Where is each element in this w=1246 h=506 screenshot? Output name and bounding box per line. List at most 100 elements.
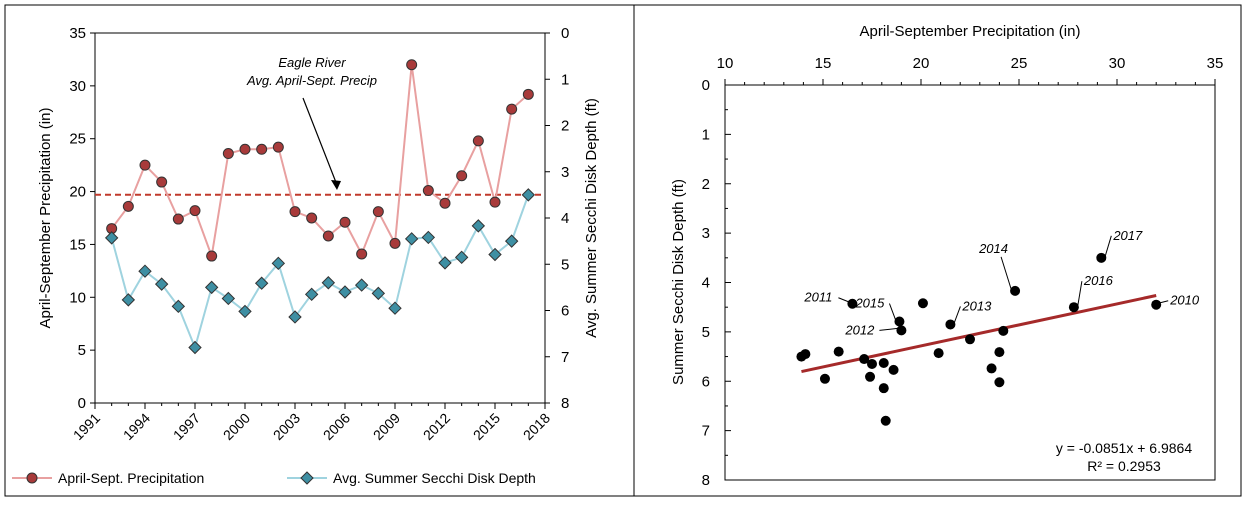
point-label-leader xyxy=(879,327,898,331)
precip-point xyxy=(206,250,218,262)
y-tick-label: 25 xyxy=(69,131,86,148)
scatter-point xyxy=(894,316,905,327)
precip-point xyxy=(322,230,334,242)
secchi-point xyxy=(188,340,202,355)
scatter-point xyxy=(917,298,928,309)
scatter-point xyxy=(986,363,997,374)
secchi-point xyxy=(388,301,402,315)
precip-point xyxy=(256,143,268,155)
y2-tick-label: 7 xyxy=(561,349,569,366)
legend-precip-marker xyxy=(26,472,38,484)
legend-secchi-marker xyxy=(300,471,314,485)
x-tick-label: 2015 xyxy=(470,410,503,443)
point-label-leader xyxy=(953,306,961,323)
x-tick-label: 25 xyxy=(1011,55,1028,72)
precip-point xyxy=(122,200,134,212)
point-label-leader xyxy=(838,297,849,303)
scatter-point xyxy=(865,371,876,382)
secchi-point xyxy=(338,285,352,299)
precip-point xyxy=(472,135,484,147)
y2-tick-label: 1 xyxy=(561,71,569,88)
secchi-point xyxy=(404,232,419,246)
left-legend: April-Sept. Precipitation Avg. Summer Se… xyxy=(12,470,536,486)
secchi-point xyxy=(454,250,469,265)
secchi-point xyxy=(504,234,519,248)
point-year-label: 2016 xyxy=(1083,273,1114,288)
x-tick-label: 35 xyxy=(1207,55,1224,72)
point-year-label: 2012 xyxy=(844,322,875,337)
secchi-point xyxy=(154,277,169,291)
secchi-point xyxy=(321,276,336,290)
precip-point xyxy=(339,216,351,228)
y-tick-label: 5 xyxy=(78,342,86,359)
point-year-label: 2015 xyxy=(854,296,885,311)
left-y-axis-label: April-September Precipitation (in) xyxy=(37,108,54,329)
secchi-point xyxy=(221,291,236,306)
x-tick-label: 2006 xyxy=(320,410,353,443)
secchi-point xyxy=(121,293,136,307)
precip-point xyxy=(506,103,518,115)
precip-secchi-timeseries-chart: 1991 1994 1997 2000 2003 2006 2009 2012 2015 2018… xyxy=(12,25,600,486)
scatter-points: 2011 2015 2012 2013 2014 2016 2017 2010 xyxy=(796,228,1200,426)
scatter-point xyxy=(859,354,870,365)
y-tick-label: 10 xyxy=(69,289,86,306)
scatter-point xyxy=(833,346,844,357)
scatter-point xyxy=(994,347,1005,358)
left-series xyxy=(104,59,536,355)
secchi-point xyxy=(304,287,319,302)
secchi-point xyxy=(371,286,386,301)
secchi-point xyxy=(271,256,286,271)
secchi-point xyxy=(254,276,269,290)
point-year-label: 2011 xyxy=(803,290,832,305)
secchi-point xyxy=(438,256,452,270)
scatter-point xyxy=(994,377,1005,388)
annotation-arrow xyxy=(302,97,338,186)
secchi-point xyxy=(421,230,436,245)
point-label-leader xyxy=(1160,300,1169,304)
right-panel-frame xyxy=(633,4,1242,497)
precip-point xyxy=(356,248,368,260)
secchi-point xyxy=(204,280,219,295)
x-tick-label: 2018 xyxy=(520,410,553,443)
scatter-point xyxy=(847,298,858,309)
precip-point xyxy=(389,237,401,249)
y-tick-label: 20 xyxy=(69,184,86,201)
point-label-leader xyxy=(1077,281,1083,306)
precip-point xyxy=(156,176,168,188)
y2-tick-label: 3 xyxy=(561,164,569,181)
precip-point xyxy=(222,148,234,160)
y-tick-label: 4 xyxy=(702,275,710,292)
point-year-label: 2010 xyxy=(1169,293,1200,308)
scatter-point xyxy=(878,383,889,394)
scatter-point xyxy=(1151,299,1162,310)
secchi-point xyxy=(138,264,152,278)
x-tick-label: 2012 xyxy=(420,410,453,443)
point-year-label: 2014 xyxy=(978,241,1008,256)
x-tick-label: 2003 xyxy=(270,410,303,443)
precip-point xyxy=(439,197,451,209)
point-year-label: 2013 xyxy=(961,298,992,313)
x-tick-label: 2009 xyxy=(370,410,403,443)
scatter-point xyxy=(1068,302,1079,313)
x-tick-label: 15 xyxy=(815,55,832,72)
x-tick-label: 1997 xyxy=(170,410,203,443)
precip-vs-secchi-scatter-chart: April-September Precipitation (in) Summe… xyxy=(670,23,1223,489)
right-y-axis-label: Summer Secchi Disk Depth (ft) xyxy=(670,179,687,385)
left-plot-area xyxy=(94,32,546,404)
y-tick-label: 3 xyxy=(702,225,710,242)
legend-secchi-label: Avg. Summer Secchi Disk Depth xyxy=(333,470,536,486)
legend-precip-label: April-Sept. Precipitation xyxy=(58,470,204,486)
precip-point xyxy=(172,213,184,225)
right-plot-area xyxy=(724,84,1216,481)
y-tick-label: 2 xyxy=(702,176,710,193)
y2-tick-label: 6 xyxy=(561,303,569,320)
scatter-point xyxy=(819,373,830,384)
scatter-point xyxy=(933,348,944,359)
y2-tick-label: 8 xyxy=(561,395,569,412)
annotation-line1: Eagle River xyxy=(278,55,346,70)
y2-tick-label: 4 xyxy=(561,210,569,227)
precip-point xyxy=(489,196,501,208)
x-tick-label: 30 xyxy=(1109,55,1126,72)
